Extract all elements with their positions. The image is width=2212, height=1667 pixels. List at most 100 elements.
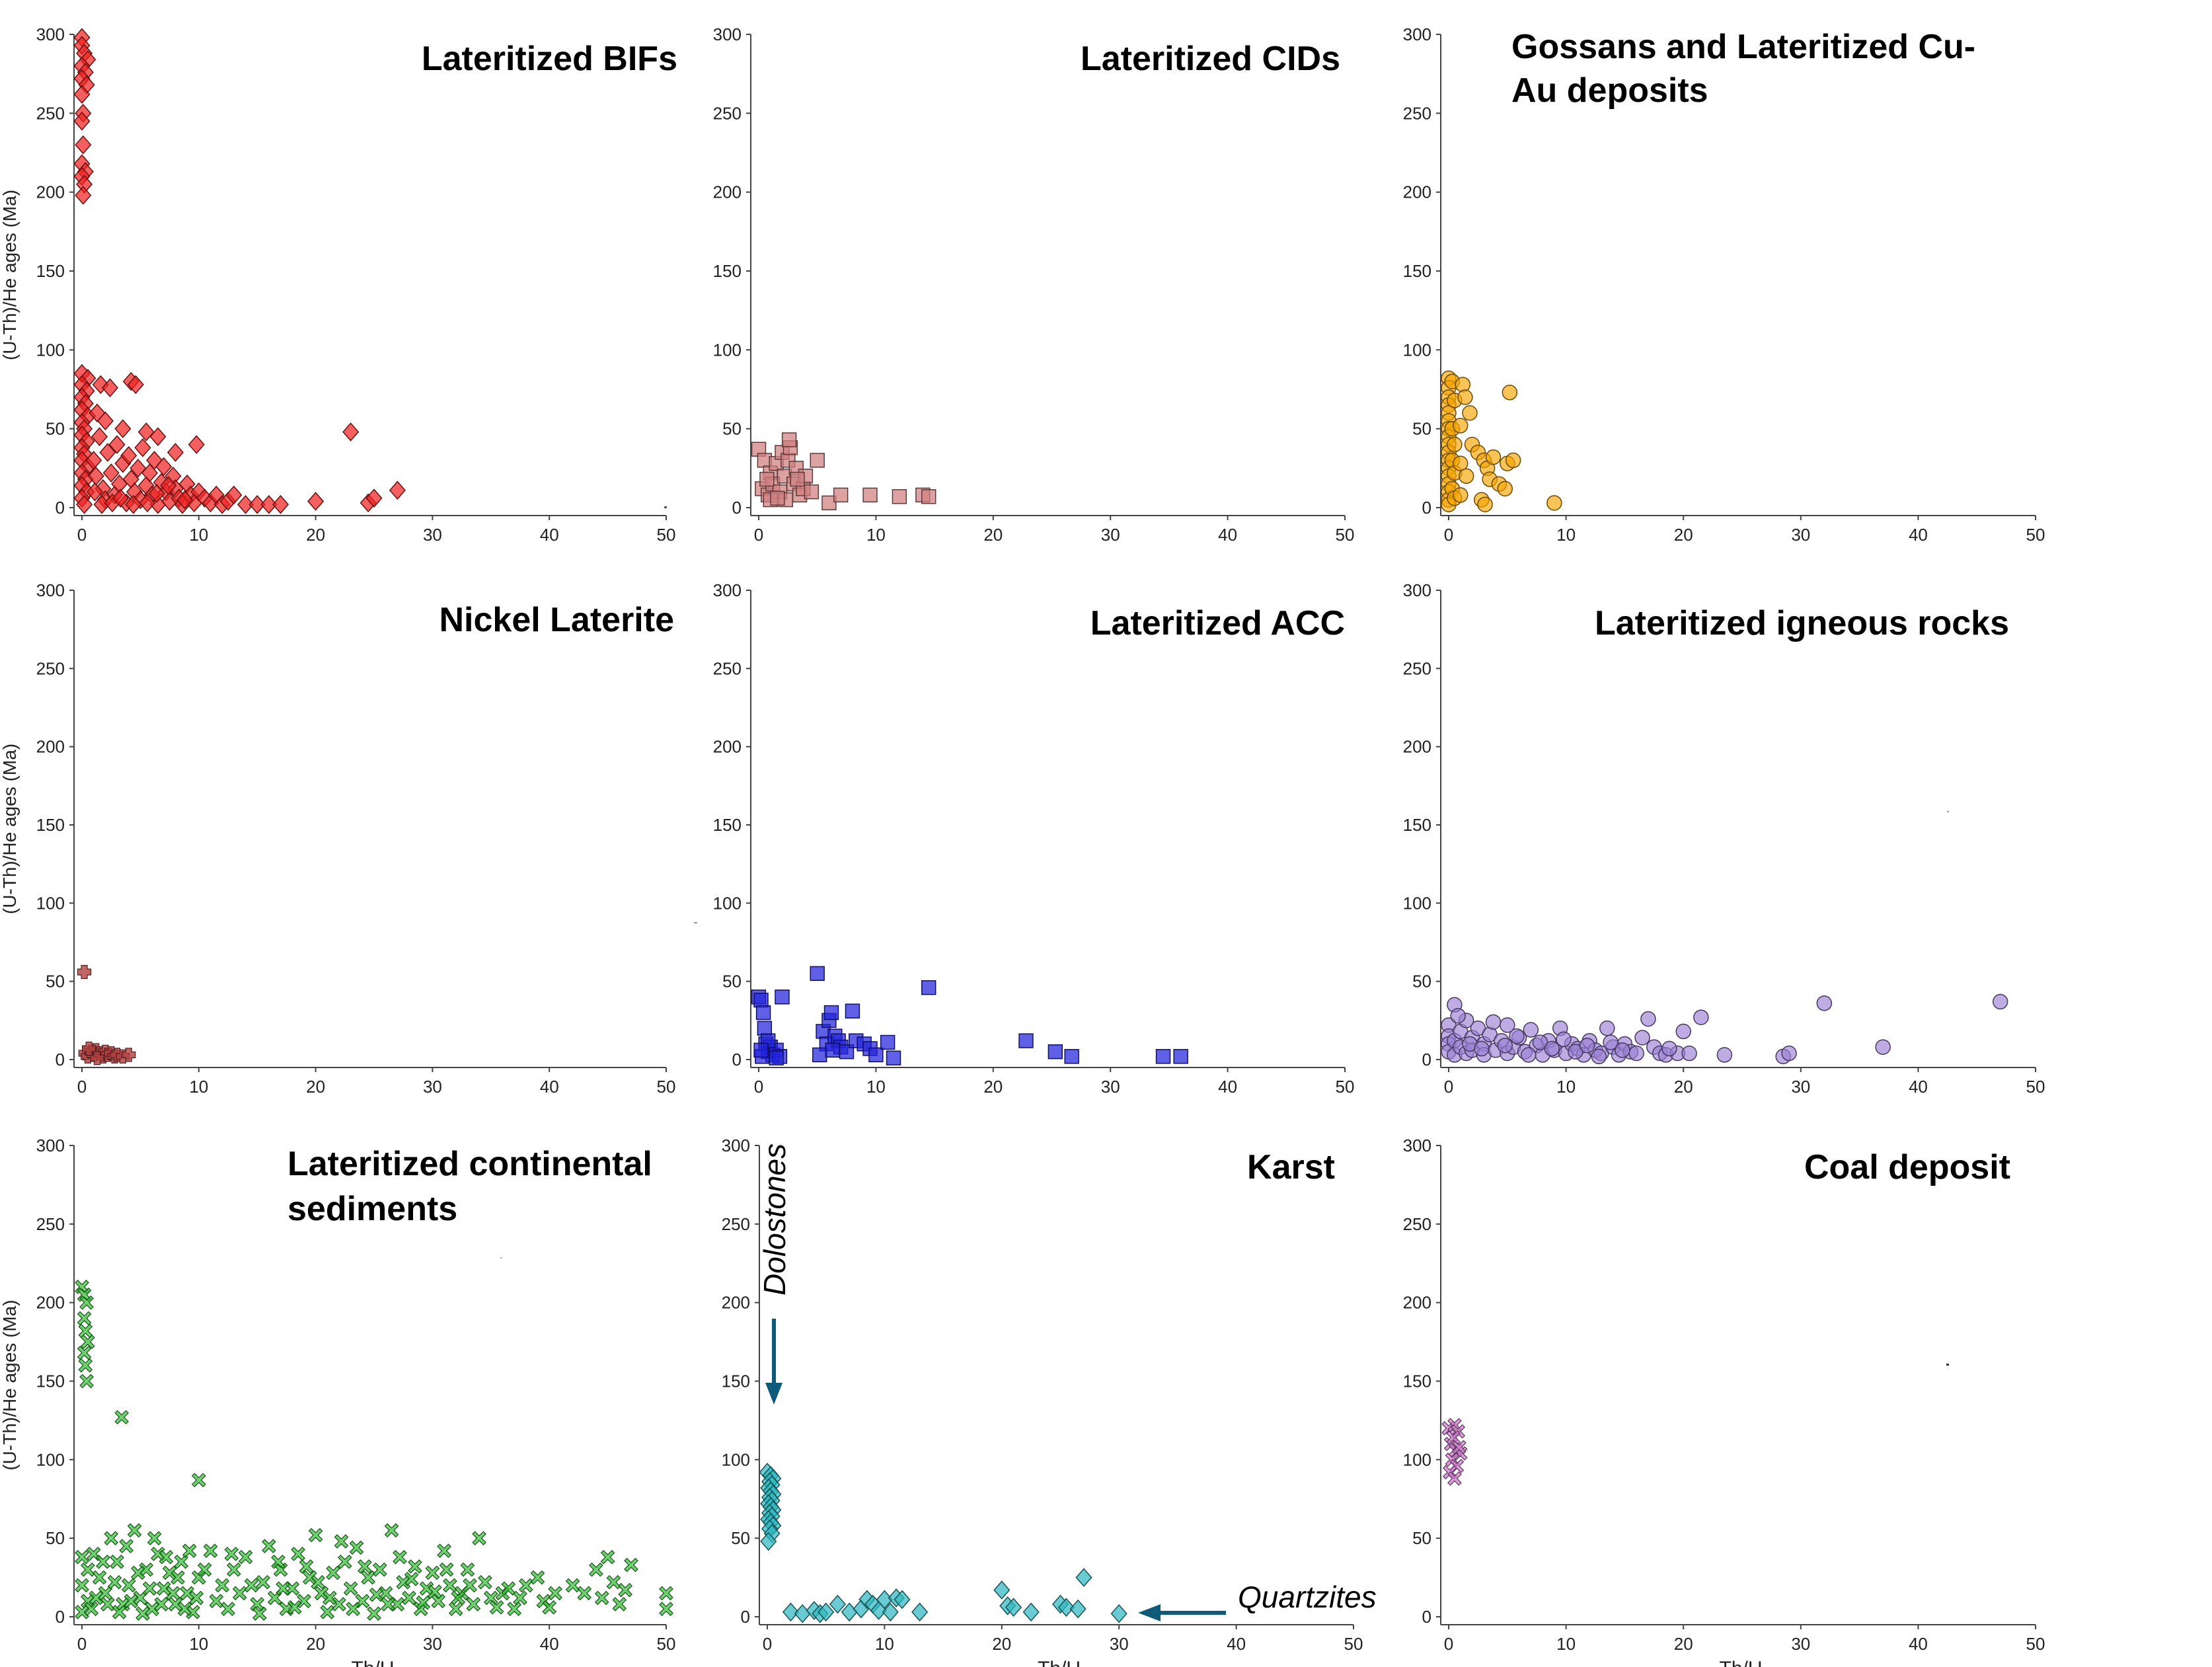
- data-point: [460, 1562, 475, 1577]
- data-point: [921, 980, 936, 995]
- data-point: [880, 1034, 896, 1050]
- data-point: [1458, 468, 1474, 485]
- data-point: [124, 1594, 139, 1609]
- data-point: [342, 422, 360, 442]
- data-point: [416, 1595, 431, 1610]
- data-point: [1446, 1430, 1461, 1445]
- data-point: [238, 1549, 253, 1565]
- data-point: [221, 1602, 235, 1616]
- y-tick-label: 150: [722, 1372, 750, 1391]
- data-point: [466, 1597, 481, 1611]
- data-point: [85, 451, 102, 470]
- x-tick-label: 30: [1101, 1077, 1120, 1097]
- data-point: [75, 1549, 89, 1565]
- title-gossans-line2: Au deposits: [1511, 71, 1708, 110]
- data-point: [299, 1559, 314, 1574]
- data-point: [86, 482, 103, 502]
- data-point: [790, 471, 805, 487]
- data-point: [358, 1559, 372, 1574]
- data-point: [302, 1570, 317, 1585]
- x-tick-label: 30: [1791, 525, 1810, 545]
- data-point: [147, 1531, 162, 1546]
- data-point: [775, 989, 790, 1005]
- x-axis-label: Th/U: [1719, 1658, 1762, 1667]
- x-tick-label: 10: [1556, 1634, 1576, 1654]
- data-point: [271, 1554, 286, 1569]
- data-point: [334, 1534, 349, 1549]
- data-point: [483, 1590, 498, 1606]
- x-tick-label: 0: [763, 1634, 772, 1654]
- data-point: [100, 1597, 115, 1611]
- data-point: [159, 1549, 174, 1565]
- data-point: [1452, 1440, 1467, 1455]
- data-points: [77, 964, 136, 1066]
- x-tick-label: 0: [754, 1077, 763, 1097]
- data-point: [209, 1594, 224, 1609]
- data-point: [107, 1574, 122, 1590]
- data-point: [1497, 481, 1513, 497]
- x-tick-label: 40: [540, 525, 559, 545]
- data-point: [1693, 1009, 1709, 1025]
- data-point: [141, 463, 159, 483]
- y-tick-label: 50: [722, 972, 742, 991]
- data-point: [1816, 995, 1833, 1011]
- data-point: [225, 485, 243, 505]
- title-lateritized-acc: Lateritized ACC: [1090, 604, 1345, 642]
- y-tick-label: 200: [36, 1293, 65, 1313]
- axes: 0 50 100 150 200 250 300 0 10 20 30 40 50: [36, 580, 676, 1097]
- data-point: [1546, 495, 1562, 511]
- x-tick-label: 30: [1110, 1634, 1129, 1654]
- data-point: [594, 1590, 609, 1606]
- y-tick-label: 50: [722, 419, 742, 439]
- data-point: [1018, 1033, 1034, 1048]
- y-tick-label: 100: [713, 340, 742, 360]
- data-point: [291, 1547, 305, 1561]
- title-sediments-line1: Lateritized continental: [287, 1145, 652, 1183]
- data-point: [823, 1005, 839, 1021]
- panel-lateritized-bifs: 0 50 100 150 200 250 300 0 10 20 30 40 50 (U-Th)/He a…: [0, 24, 675, 545]
- data-point: [821, 495, 837, 511]
- data-point: [262, 1539, 276, 1553]
- x-tick-label: 0: [77, 525, 87, 545]
- y-tick-label: 300: [722, 1136, 750, 1155]
- data-points: [73, 28, 406, 514]
- data-point: [125, 494, 142, 514]
- data-point: [367, 1606, 381, 1621]
- data-point: [112, 1605, 127, 1619]
- x-tick-label: 20: [983, 1077, 1003, 1097]
- data-point: [1716, 1047, 1733, 1063]
- data-point: [1048, 1044, 1063, 1060]
- y-tick-label: 200: [36, 182, 65, 202]
- data-point: [349, 1540, 364, 1555]
- title-karst: Karst: [1247, 1148, 1335, 1186]
- x-tick-label: 40: [1227, 1634, 1246, 1654]
- data-point: [237, 494, 254, 514]
- data-point: [148, 484, 165, 503]
- data-point: [226, 1562, 241, 1577]
- y-tick-label: 300: [713, 24, 742, 44]
- panel-lateritized-igneous-rocks: 0 50 100 150 200 250 300 0 10 20 30 40 50: [1403, 580, 2045, 1097]
- data-point: [121, 1578, 136, 1593]
- data-point: [1057, 1598, 1075, 1617]
- x-tick-label: 30: [1101, 525, 1120, 545]
- data-point: [276, 1581, 290, 1596]
- data-point: [769, 1050, 784, 1066]
- title-gossans-line1: Gossans and Lateritized Cu-: [1511, 28, 1975, 66]
- data-points: [751, 432, 936, 511]
- data-points: [75, 1280, 673, 1621]
- axes: 0 50 100 150 200 250 300 0 10 20 30 40 50: [36, 1136, 676, 1654]
- data-point: [659, 1602, 673, 1616]
- annotation-dolostones: Dolostones: [757, 1144, 792, 1296]
- data-point: [197, 1562, 212, 1577]
- data-points: [1441, 1418, 1468, 1486]
- data-point: [833, 487, 849, 503]
- data-point: [1155, 1049, 1171, 1064]
- data-point: [256, 1574, 270, 1590]
- x-tick-label: 50: [1344, 1634, 1363, 1654]
- y-tick-label: 250: [713, 658, 742, 678]
- data-point: [1022, 1602, 1040, 1622]
- data-point: [95, 1554, 110, 1569]
- data-point: [829, 1594, 846, 1614]
- x-tick-label: 40: [1218, 525, 1237, 545]
